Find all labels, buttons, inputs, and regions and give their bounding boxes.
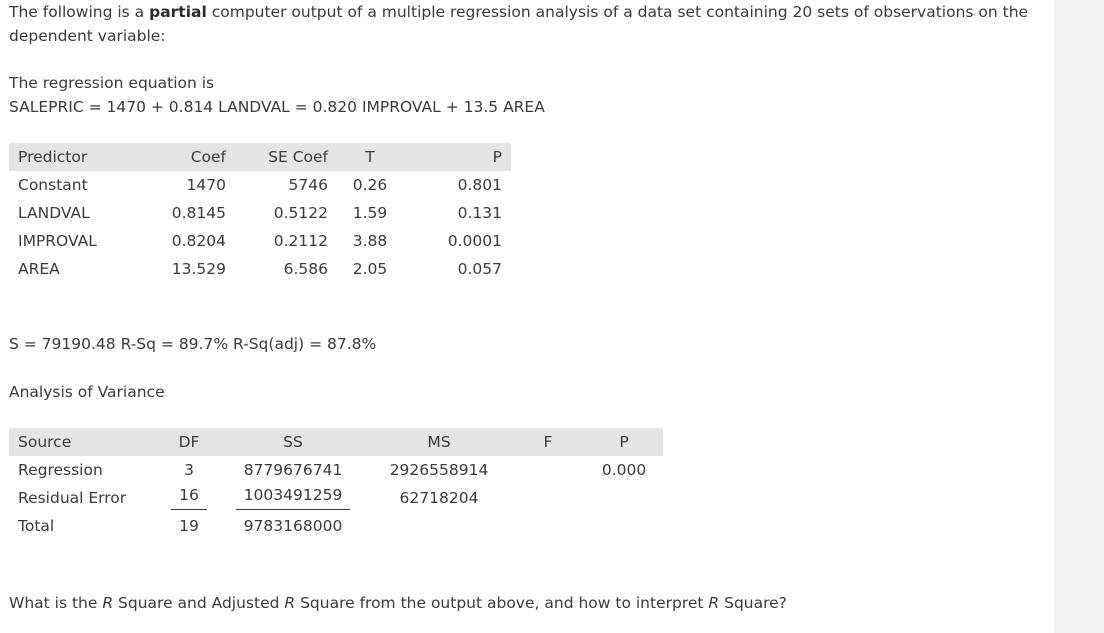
header-p: P	[585, 428, 663, 456]
predictor-name: IMPROVAL	[18, 232, 97, 250]
f-value	[511, 512, 585, 540]
table-row: Regression 3 8779676741 2926558914 0.000	[9, 456, 663, 484]
df-value: 3	[184, 461, 194, 479]
header-p: P	[403, 143, 511, 171]
question-r-2: R	[284, 594, 296, 612]
coefficient-table: Predictor Coef SE Coef T P Constant 1470…	[9, 143, 511, 283]
t-value: 3.88	[352, 232, 388, 250]
se-coef-value: 0.2112	[273, 232, 328, 250]
question-text: What is the R Square and Adjusted R Squa…	[9, 591, 787, 615]
ss-value: 8779676741	[243, 461, 343, 479]
source-name: Total	[18, 517, 55, 535]
header-se-coef: SE Coef	[235, 143, 337, 171]
header-coef: Coef	[145, 143, 235, 171]
header-ss: SS	[219, 428, 367, 456]
question-part-3: Square from the output above, and how to…	[295, 594, 709, 612]
coef-value: 1470	[186, 176, 226, 194]
predictor-name: AREA	[18, 260, 60, 278]
question-part-1: What is the	[9, 594, 103, 612]
ss-value: 1003491259	[235, 486, 351, 510]
f-value	[511, 484, 585, 512]
intro-line-2: dependent variable:	[9, 27, 166, 45]
intro-bold-word: partial	[149, 3, 207, 21]
predictor-name: Constant	[18, 176, 88, 194]
question-part-2: Square and Adjusted	[113, 594, 285, 612]
table-row: IMPROVAL 0.8204 0.2112 3.88 0.0001	[9, 227, 511, 255]
source-name: Residual Error	[18, 489, 127, 507]
t-value: 1.59	[352, 204, 388, 222]
source-name: Regression	[18, 461, 103, 479]
p-value: 0.000	[601, 461, 647, 479]
ms-value: 2926558914	[389, 461, 489, 479]
p-value	[585, 512, 663, 540]
intro-text-after: computer output of a multiple regression…	[206, 3, 1029, 21]
header-source: Source	[9, 428, 159, 456]
ms-value: 62718204	[399, 489, 479, 507]
equation-label: The regression equation is	[9, 74, 215, 92]
predictor-name: LANDVAL	[18, 204, 90, 222]
table-row: AREA 13.529 6.586 2.05 0.057	[9, 255, 511, 283]
coefficient-table-header: Predictor Coef SE Coef T P	[9, 143, 511, 171]
df-value: 16	[171, 486, 207, 510]
t-value: 0.26	[352, 176, 388, 194]
anova-table-header: Source DF SS MS F P	[9, 428, 663, 456]
anova-title: Analysis of Variance	[9, 383, 165, 401]
table-row: Residual Error 16 1003491259 62718204	[9, 484, 663, 512]
p-value: 0.131	[457, 204, 502, 222]
se-coef-value: 6.586	[283, 260, 328, 278]
intro-paragraph: The following is a partial computer outp…	[9, 0, 1028, 48]
p-value	[585, 484, 663, 512]
question-part-4: Square?	[719, 594, 787, 612]
header-predictor: Predictor	[9, 143, 145, 171]
table-row: Total 19 9783168000	[9, 512, 663, 540]
se-coef-value: 5746	[288, 176, 328, 194]
df-value: 19	[179, 517, 199, 535]
header-f: F	[511, 428, 585, 456]
se-coef-value: 0.5122	[273, 204, 328, 222]
anova-table: Source DF SS MS F P Regression 3 8779676…	[9, 428, 663, 540]
header-t: T	[337, 143, 403, 171]
f-value	[511, 456, 585, 484]
document-page: The following is a partial computer outp…	[9, 0, 1029, 615]
question-r-3: R	[708, 594, 720, 612]
model-summary-stats: S = 79190.48 R-Sq = 89.7% R-Sq(adj) = 87…	[9, 335, 377, 353]
question-r-1: R	[102, 594, 114, 612]
intro-text-before: The following is a	[9, 3, 150, 21]
coef-value: 13.529	[171, 260, 226, 278]
table-row: Constant 1470 5746 0.26 0.801	[9, 171, 511, 199]
coef-value: 0.8204	[171, 232, 226, 250]
table-row: LANDVAL 0.8145 0.5122 1.59 0.131	[9, 199, 511, 227]
header-df: DF	[159, 428, 219, 456]
p-value: 0.0001	[447, 232, 502, 250]
ms-value	[367, 512, 511, 540]
p-value: 0.057	[457, 260, 502, 278]
regression-equation: SALEPRIC = 1470 + 0.814 LANDVAL = 0.820 …	[9, 98, 545, 116]
ss-value: 9783168000	[243, 517, 343, 535]
header-ms: MS	[367, 428, 511, 456]
right-margin-strip	[1054, 0, 1104, 633]
p-value: 0.801	[457, 176, 502, 194]
t-value: 2.05	[352, 260, 388, 278]
coef-value: 0.8145	[171, 204, 226, 222]
